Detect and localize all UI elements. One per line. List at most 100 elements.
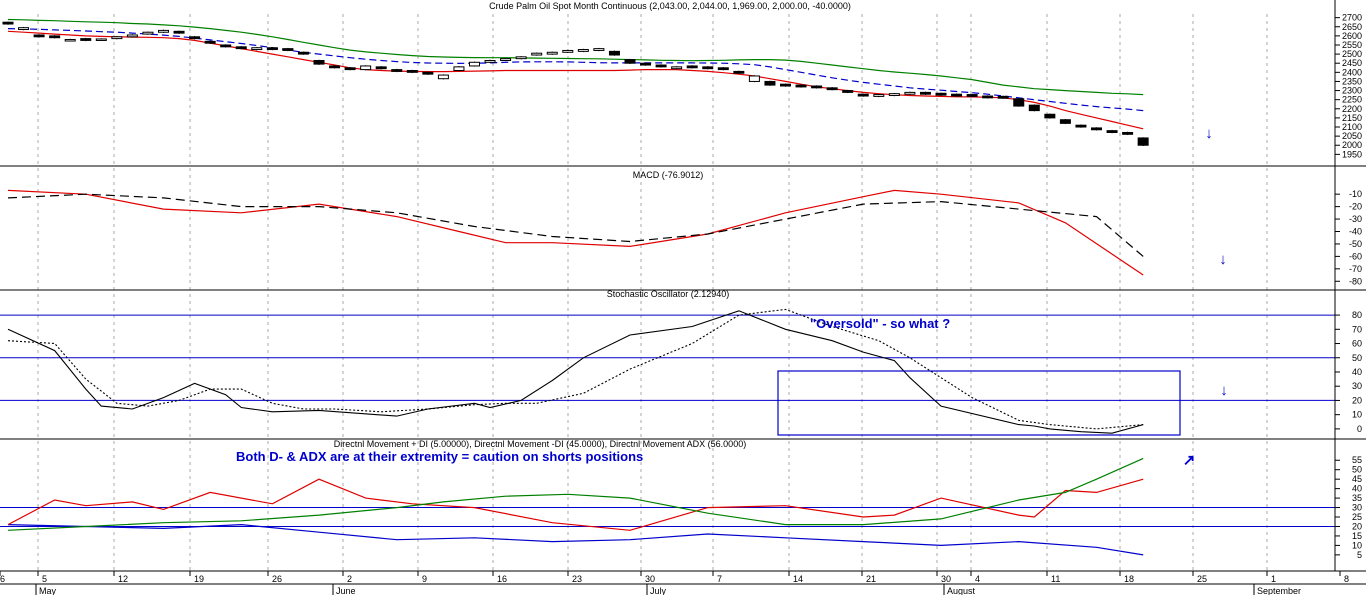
series-line-0	[7, 189, 1144, 276]
x-day-label: 11	[1051, 574, 1060, 584]
candle-body	[655, 64, 667, 68]
x-day-label: 5	[42, 574, 47, 584]
y-tick-label: 70	[1352, 324, 1362, 334]
y-tick-label: 2250	[1342, 95, 1362, 105]
y-tick-label: -40	[1349, 227, 1362, 237]
macd-panel: MACD (-76.9012) -10 -20 -30 -40 -50 -60 -70 -80…	[7, 170, 1362, 286]
y-tick-label: 2550	[1342, 40, 1362, 50]
candle-body	[888, 93, 900, 96]
up-right-arrow-icon: ↗	[1183, 452, 1196, 469]
candle-body	[1059, 119, 1071, 124]
candle-body	[33, 34, 45, 38]
moving-average-red	[7, 30, 1144, 130]
x-day-label: 6	[0, 574, 5, 584]
x-day-label: 2	[347, 574, 352, 584]
x-axis: 6 5 12 19 26 2 9 16 23 30 7 14 21 30 4 11 18 25 1 8 May June…	[0, 570, 1366, 595]
oversold-highlight-box	[777, 370, 1181, 436]
y-tick-label: 2000	[1342, 140, 1362, 150]
y-tick-label: 45	[1352, 474, 1362, 484]
candle-body	[344, 67, 356, 71]
y-tick-label: 20	[1352, 521, 1362, 531]
candle-body	[904, 91, 916, 95]
dmi-panel-title: Directnl Movement + DI (5.00000), Direct…	[334, 439, 746, 449]
dmi-lines	[7, 457, 1144, 556]
y-tick-label: 20	[1352, 395, 1362, 405]
candle-body	[95, 38, 107, 41]
candle-body	[422, 71, 434, 75]
y-tick-label: 35	[1352, 493, 1362, 503]
x-day-label: 30	[941, 574, 951, 584]
x-month-label: June	[336, 586, 356, 595]
candle-body	[235, 46, 247, 50]
series-line-0	[7, 523, 1144, 556]
candle-body	[500, 58, 512, 61]
y-tick-label: 2650	[1342, 22, 1362, 32]
series-line-0	[7, 310, 1144, 434]
candle-body	[593, 48, 605, 51]
moving-average-green	[7, 18, 1144, 96]
down-arrow-icon: ↓	[1205, 125, 1213, 142]
candle-body	[297, 51, 309, 55]
x-month-label: May	[39, 586, 57, 595]
y-tick-label: 2150	[1342, 113, 1362, 123]
candle-body	[64, 39, 76, 42]
candle-body	[329, 65, 341, 69]
candle-body	[469, 61, 480, 67]
x-day-label: 19	[194, 574, 204, 584]
vertical-gridlines	[37, 14, 1268, 571]
candle-body	[842, 90, 854, 93]
y-tick-label: -70	[1349, 264, 1362, 274]
price-panel-title: Crude Palm Oil Spot Month Continuous (2,…	[489, 1, 851, 11]
y-tick-label: 2500	[1342, 49, 1362, 59]
candle-body	[453, 66, 465, 72]
y-tick-label: 2600	[1342, 31, 1362, 41]
stochastic-lines	[7, 308, 1144, 434]
candle-body	[919, 91, 931, 95]
y-tick-label: 15	[1352, 531, 1362, 541]
y-tick-label: -30	[1349, 214, 1362, 224]
candle-body	[873, 94, 885, 97]
candle-body	[951, 93, 963, 97]
candle-body	[997, 95, 1009, 99]
candle-body	[640, 62, 652, 66]
series-line-1	[7, 308, 1144, 430]
candle-body	[702, 66, 714, 70]
y-tick-label: 2350	[1342, 76, 1362, 86]
macd-axis-ticks: -10 -20 -30 -40 -50 -60 -70 -80	[1335, 189, 1362, 286]
candle-body	[1013, 98, 1025, 107]
x-day-label: 30	[645, 574, 655, 584]
price-panel: Crude Palm Oil Spot Month Continuous (2,…	[2, 1, 1362, 159]
candle-body	[406, 70, 418, 73]
macd-lines	[7, 189, 1144, 276]
y-tick-label: 25	[1352, 512, 1362, 522]
x-day-label: 8	[1344, 574, 1349, 584]
candle-body	[577, 49, 589, 52]
candle-body	[158, 29, 169, 33]
candle-body	[1137, 137, 1149, 146]
candle-body	[313, 59, 325, 65]
candle-body	[1091, 127, 1102, 131]
candle-body	[282, 48, 294, 51]
candle-body	[80, 38, 92, 41]
y-tick-label: 2200	[1342, 104, 1362, 114]
x-day-label: 23	[572, 574, 582, 584]
price-axis-ticks: 2700265026002550250024502400235023002250…	[1335, 13, 1362, 159]
dmi-panel: Directnl Movement + DI (5.00000), Direct…	[0, 439, 1362, 560]
y-tick-label: 50	[1352, 465, 1362, 475]
x-axis-month-labels: May June July August September	[35, 584, 1301, 595]
y-tick-label: -80	[1349, 276, 1362, 286]
candle-body	[1075, 124, 1087, 128]
stochastic-panel: Stochastic Oscillator (2.12940) 80 70 60 50…	[0, 289, 1362, 436]
candle-body	[1044, 113, 1056, 119]
y-tick-label: 5	[1357, 550, 1362, 560]
candle-body	[982, 95, 994, 99]
candle-body	[780, 83, 791, 87]
down-arrow-icon: ↓	[1220, 382, 1228, 399]
candle-body	[966, 94, 978, 97]
y-tick-label: 2050	[1342, 131, 1362, 141]
candle-body	[375, 66, 387, 70]
candle-body	[686, 65, 698, 69]
candle-body	[748, 75, 760, 82]
y-tick-label: 2400	[1342, 67, 1362, 77]
